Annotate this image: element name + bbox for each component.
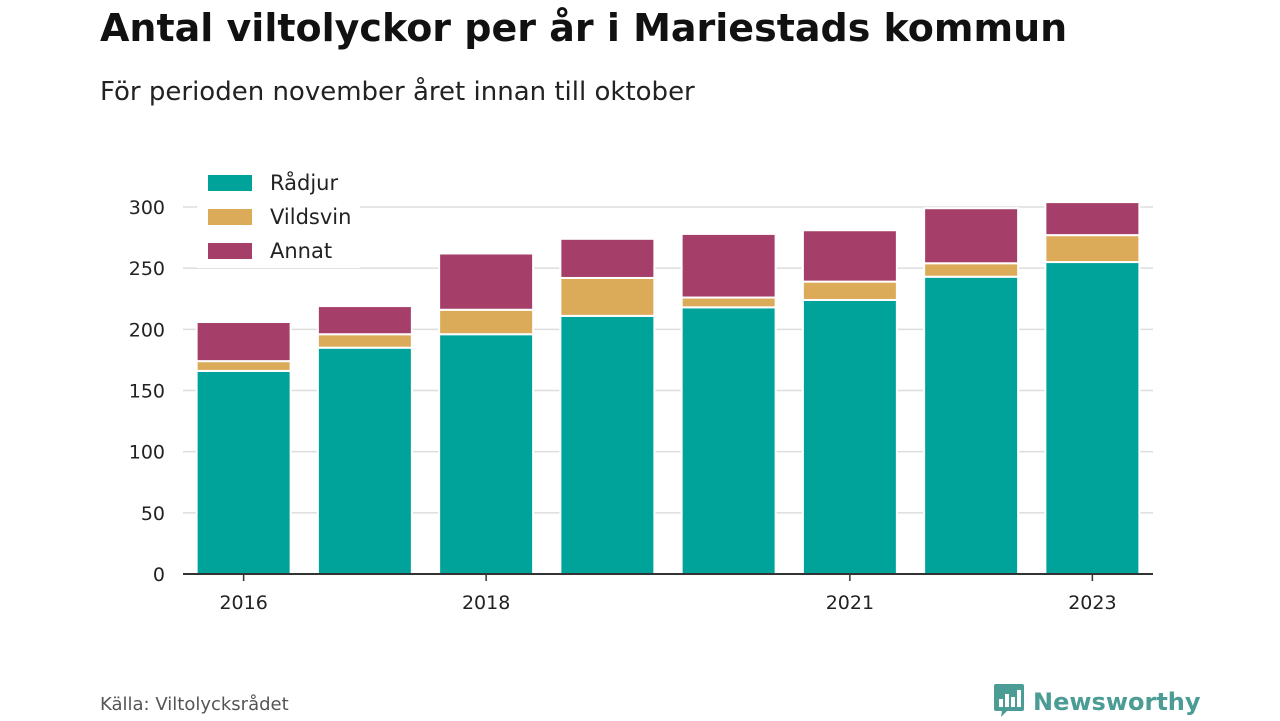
bar-segment-annat: 2019 – Annat: 32 (559, 237, 656, 279)
legend-label: Vildsvin (270, 205, 351, 229)
bar-segment-rådjur: 2018 – Rådjur: 196 (438, 333, 535, 575)
source-note: Källa: Viltolycksrådet (100, 694, 289, 715)
legend-swatch-vildsvin (208, 209, 252, 225)
bar-segment-rådjur: 2019 – Rådjur: 211 (559, 314, 656, 575)
legend-label: Rådjur (270, 170, 338, 195)
y-tick-label: 300 (129, 197, 165, 219)
bar-segment-vildsvin: 2018 – Vildsvin: 20 (438, 308, 535, 336)
x-tick-label: 2023 (1068, 592, 1116, 614)
bars: 2016 – Rådjur: 1662016 – Vildsvin: 82016… (195, 201, 1141, 575)
chart-subtitle: För perioden november året innan till ok… (100, 77, 695, 107)
bar-segment-annat: 2020 – Annat: 52 (680, 232, 777, 299)
y-tick-label: 50 (141, 503, 165, 525)
brand-logo: Newsworthy (993, 683, 1201, 721)
x-tick-label: 2021 (826, 592, 874, 614)
bar-segment-annat: 2018 – Annat: 46 (438, 252, 535, 311)
y-tick-label: 200 (129, 319, 165, 341)
chart-title: Antal viltolyckor per år i Mariestads ko… (100, 6, 1068, 50)
y-tick-label: 0 (153, 564, 165, 586)
x-tick-label: 2016 (219, 592, 267, 614)
bar-segment-rådjur: 2017 – Rådjur: 185 (316, 346, 413, 575)
legend-label: Annat (270, 239, 332, 263)
bar-segment-annat: 2022 – Annat: 45 (923, 207, 1020, 265)
brand-name: Newsworthy (1033, 688, 1201, 716)
bar-segment-annat: 2021 – Annat: 42 (801, 229, 898, 283)
bar-segment-vildsvin: 2019 – Vildsvin: 31 (559, 276, 656, 317)
y-tick-label: 150 (129, 381, 165, 403)
bar-segment-rådjur: 2020 – Rådjur: 218 (680, 306, 777, 575)
bar-segment-annat: 2016 – Annat: 32 (195, 320, 292, 363)
x-tick-label: 2018 (462, 592, 510, 614)
bar-segment-annat: 2017 – Annat: 23 (316, 305, 413, 336)
bar-segment-rådjur: 2021 – Rådjur: 224 (801, 298, 898, 575)
bar-segment-rådjur: 2022 – Rådjur: 243 (923, 275, 1020, 575)
bar-segment-vildsvin: 2023 – Vildsvin: 22 (1044, 234, 1141, 264)
bar-segment-vildsvin: 2017 – Vildsvin: 11 (316, 333, 413, 349)
bar-chart-speech-bubble-icon (993, 683, 1025, 721)
y-tick-label: 100 (129, 442, 165, 464)
axes: 0 50 100 150 200 250 300 2016 2018 2021 2023 (129, 197, 1153, 614)
bar-segment-rådjur: 2023 – Rådjur: 255 (1044, 261, 1141, 575)
legend-swatch-rådjur (208, 175, 252, 191)
bar-segment-vildsvin: 2016 – Vildsvin: 8 (195, 360, 292, 372)
legend-swatch-annat (208, 243, 252, 259)
y-tick-label: 250 (129, 258, 165, 280)
legend: Rådjur Vildsvin Annat (197, 166, 360, 268)
bar-segment-vildsvin: 2022 – Vildsvin: 11 (923, 262, 1020, 278)
bar-segment-rådjur: 2016 – Rådjur: 166 (195, 369, 292, 575)
bar-segment-vildsvin: 2020 – Vildsvin: 8 (680, 296, 777, 309)
bar-segment-annat: 2023 – Annat: 27 (1044, 201, 1141, 237)
bar-segment-vildsvin: 2021 – Vildsvin: 15 (801, 280, 898, 301)
